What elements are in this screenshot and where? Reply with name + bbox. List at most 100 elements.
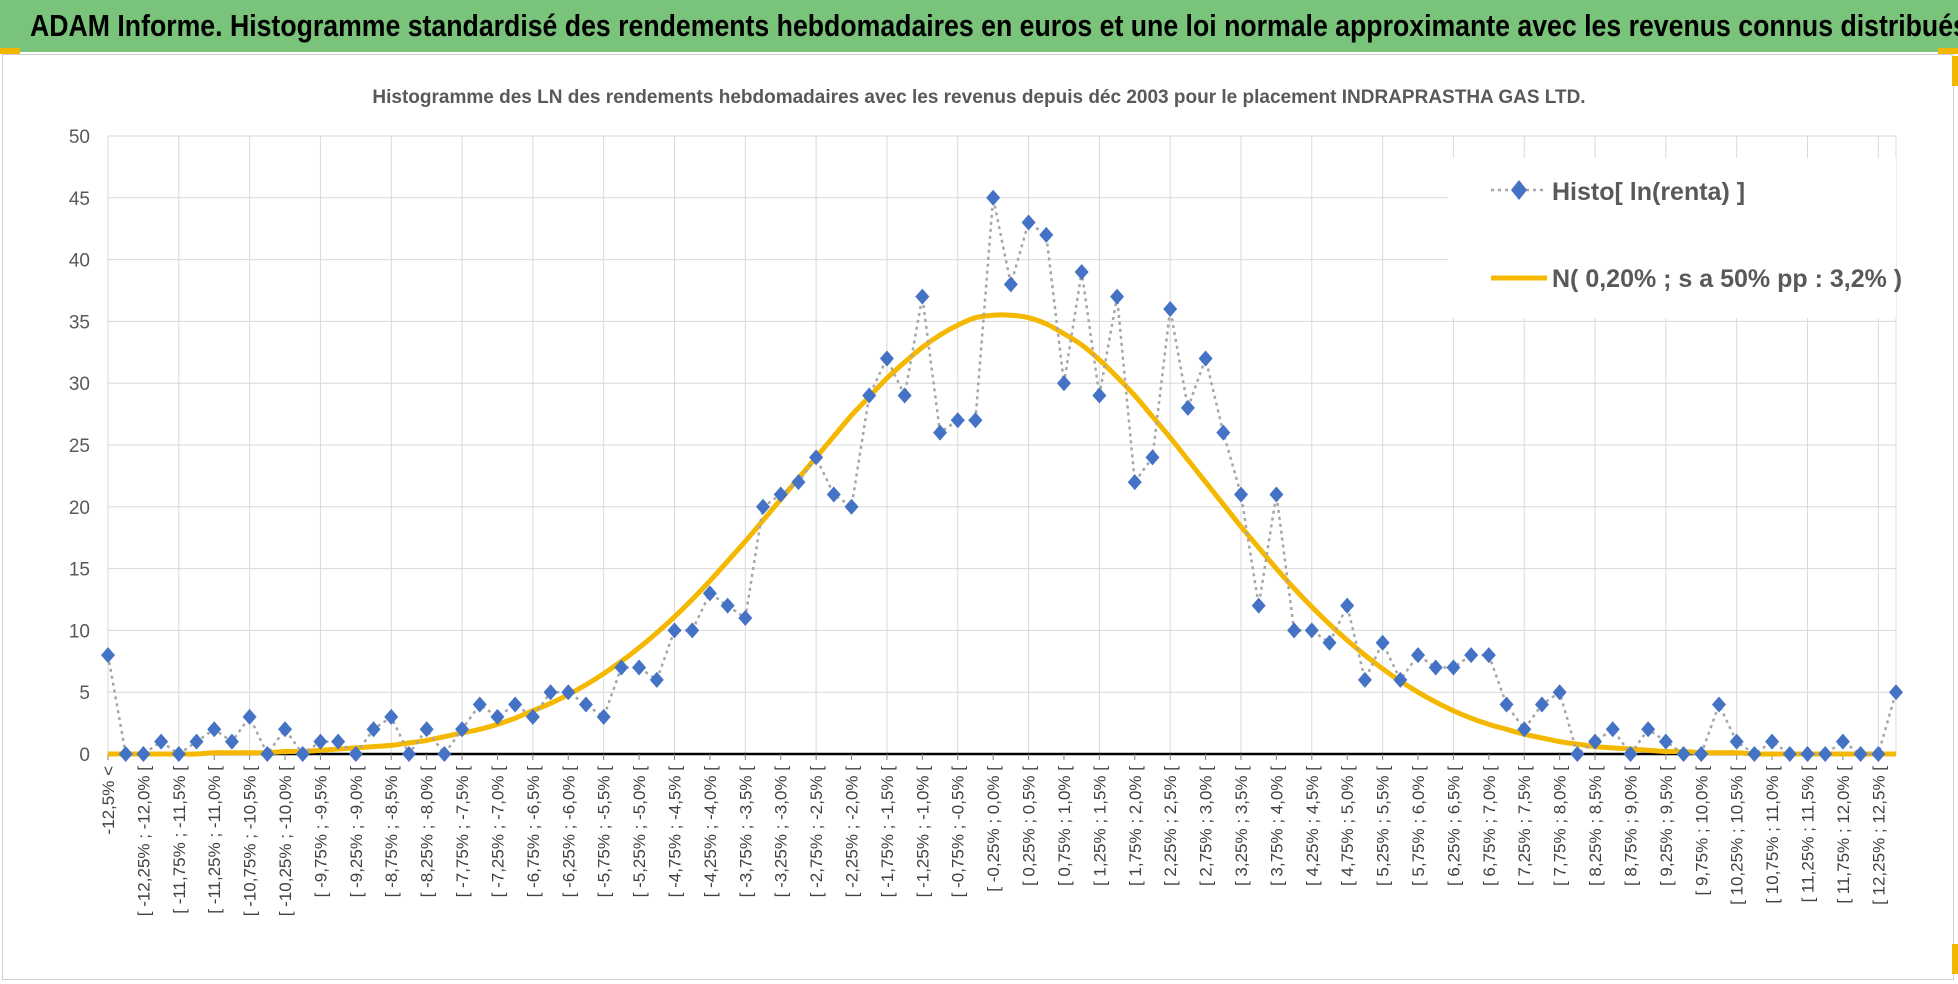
report-title: ADAM Informe. Histogramme standardisé de… — [30, 8, 1958, 43]
histogram-point — [543, 684, 558, 701]
histogram-point — [1163, 301, 1178, 318]
x-tick-label: [ 9,25% ; 9,5% [ — [1657, 766, 1676, 886]
edge-accent-top — [1952, 56, 1958, 86]
histogram-point — [278, 721, 293, 738]
y-tick-label: 45 — [69, 189, 90, 210]
normal-curve-series — [108, 312, 1896, 757]
histogram-point — [950, 412, 965, 429]
histogram-point — [419, 721, 434, 738]
x-tick-label: [ -9,75% ; -9,5% [ — [311, 766, 330, 898]
histogram-point — [702, 585, 717, 602]
histogram-point — [472, 696, 487, 713]
histogram-point — [1800, 746, 1815, 762]
histogram-point — [738, 610, 753, 627]
x-tick-label: [ 10,25% ; 10,5% [ — [1728, 766, 1747, 905]
x-tick-label: [ -3,25% ; -3,0% [ — [772, 766, 791, 898]
histogram-point — [1003, 276, 1018, 293]
y-tick-label: 35 — [69, 312, 90, 333]
histogram-point — [455, 721, 470, 738]
histogram-point — [242, 708, 257, 725]
x-tick-label: [ -7,75% ; -7,5% [ — [453, 766, 472, 898]
histogram-point — [1145, 449, 1160, 466]
histogram-point — [1039, 226, 1054, 243]
histogram-point — [490, 708, 505, 725]
x-tick-label: [ -3,75% ; -3,5% [ — [736, 766, 755, 898]
y-tick-label: 10 — [69, 621, 90, 642]
histogram-point — [1251, 597, 1266, 614]
legend-normal-label: N( 0,20% ; s a 50% pp : 3,2% ) — [1552, 265, 1902, 293]
histogram-point — [1694, 746, 1709, 762]
histogram-point — [331, 733, 346, 750]
histogram-point — [986, 189, 1001, 206]
histogram-point — [224, 733, 239, 750]
chart-title: Histogramme des LN des rendements hebdom… — [372, 87, 1585, 108]
y-tick-label: 15 — [69, 560, 90, 581]
histogram-point — [1747, 746, 1762, 762]
histogram-point — [1340, 597, 1355, 614]
x-tick-label: [ -10,75% ; -10,5% [ — [241, 766, 260, 917]
histogram-point — [1835, 733, 1850, 750]
histogram-point — [1623, 746, 1638, 762]
histogram-point — [685, 622, 700, 639]
histogram-point — [1711, 696, 1726, 713]
histogram-point — [897, 387, 912, 404]
x-tick-label: [ 10,75% ; 11,0% [ — [1763, 766, 1782, 904]
histogram-point — [1765, 733, 1780, 750]
x-tick-label: [ -2,25% ; -2,0% [ — [843, 766, 862, 898]
histogram-point — [561, 684, 576, 701]
x-tick-label: [ 5,25% ; 5,5% [ — [1374, 766, 1393, 886]
histogram-point — [1676, 746, 1691, 762]
y-tick-label: 20 — [69, 498, 90, 519]
histogram-point — [968, 412, 983, 429]
x-tick-label: [ 12,25% ; 12,5% [ — [1869, 766, 1888, 905]
histogram-point — [756, 498, 771, 515]
histogram-point — [313, 733, 328, 750]
x-tick-label: [ -9,25% ; -9,0% [ — [347, 766, 366, 898]
histogram-point — [1322, 634, 1337, 651]
x-tick-label: [ 0,75% ; 1,0% [ — [1055, 766, 1074, 886]
histogram-point — [1287, 622, 1302, 639]
y-tick-label: 5 — [79, 683, 90, 704]
y-tick-label: 25 — [69, 436, 90, 457]
x-tick-label: [ -0,75% ; -0,5% [ — [949, 766, 968, 898]
corner-accent-left — [0, 48, 20, 54]
histogram-point — [1180, 399, 1195, 416]
histogram-series — [101, 189, 1903, 762]
y-axis-ticks: 0 5 10 15 20 25 30 35 40 45 50 — [69, 127, 90, 766]
x-tick-label: [ -12,25% ; -12,0% [ — [134, 766, 153, 917]
x-tick-label: [ 4,75% ; 5,0% [ — [1338, 766, 1357, 886]
histogram-point — [401, 746, 416, 762]
x-axis-ticks: -12,5% < [ -12,25% ; -12,0% [[ -11,75% ; … — [99, 754, 1888, 916]
histogram-point — [862, 387, 877, 404]
report-banner: ADAM Informe. Histogramme standardisé de… — [0, 0, 1958, 52]
histogram-point — [1304, 622, 1319, 639]
normal-curve-line — [108, 312, 1896, 757]
x-tick-label: [ 2,75% ; 3,0% [ — [1197, 766, 1216, 886]
histogram-point — [578, 696, 593, 713]
histogram-point — [437, 746, 452, 762]
histogram-point — [154, 733, 169, 750]
histogram-point — [649, 671, 664, 688]
histogram-point — [101, 647, 115, 664]
x-tick-label: [ -6,75% ; -6,5% [ — [524, 766, 543, 898]
legend-histo-label: Histo[ ln(renta) ] — [1552, 178, 1745, 206]
histogram-point — [1056, 375, 1071, 392]
x-tick-label: [ 6,25% ; 6,5% [ — [1444, 766, 1463, 886]
histogram-point — [1871, 746, 1886, 762]
histogram-point — [826, 486, 841, 503]
x-tick-label: [ -10,25% ; -10,0% [ — [276, 766, 295, 917]
histogram-point — [189, 733, 204, 750]
histogram-point — [614, 659, 629, 676]
histogram-point — [667, 622, 682, 639]
x-tick-label: [ -0,25% ; 0,0% [ — [984, 766, 1003, 892]
legend: Histo[ ln(renta) ] N( 0,20% ; s a 50% pp… — [1448, 158, 1902, 318]
histogram-point — [1428, 659, 1443, 676]
x-tick-label: [ -8,75% ; -8,5% [ — [382, 766, 401, 898]
histogram-point — [1074, 263, 1089, 280]
histogram-point — [1393, 671, 1408, 688]
histogram-point — [295, 746, 310, 762]
histogram-point — [1481, 647, 1496, 664]
histogram-point — [773, 486, 788, 503]
histogram-point — [1375, 634, 1390, 651]
